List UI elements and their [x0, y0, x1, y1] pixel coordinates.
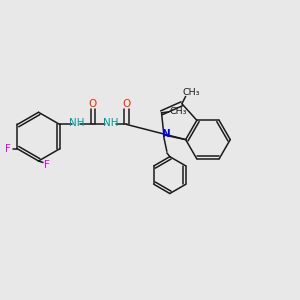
Text: F: F: [5, 144, 11, 154]
Text: CH₃: CH₃: [182, 88, 200, 97]
Text: NH: NH: [69, 118, 85, 128]
Text: N: N: [162, 129, 171, 140]
Text: F: F: [44, 160, 50, 170]
Text: O: O: [122, 99, 130, 109]
Text: O: O: [89, 99, 97, 109]
Text: NH: NH: [103, 118, 118, 128]
Text: CH₃: CH₃: [169, 107, 187, 116]
